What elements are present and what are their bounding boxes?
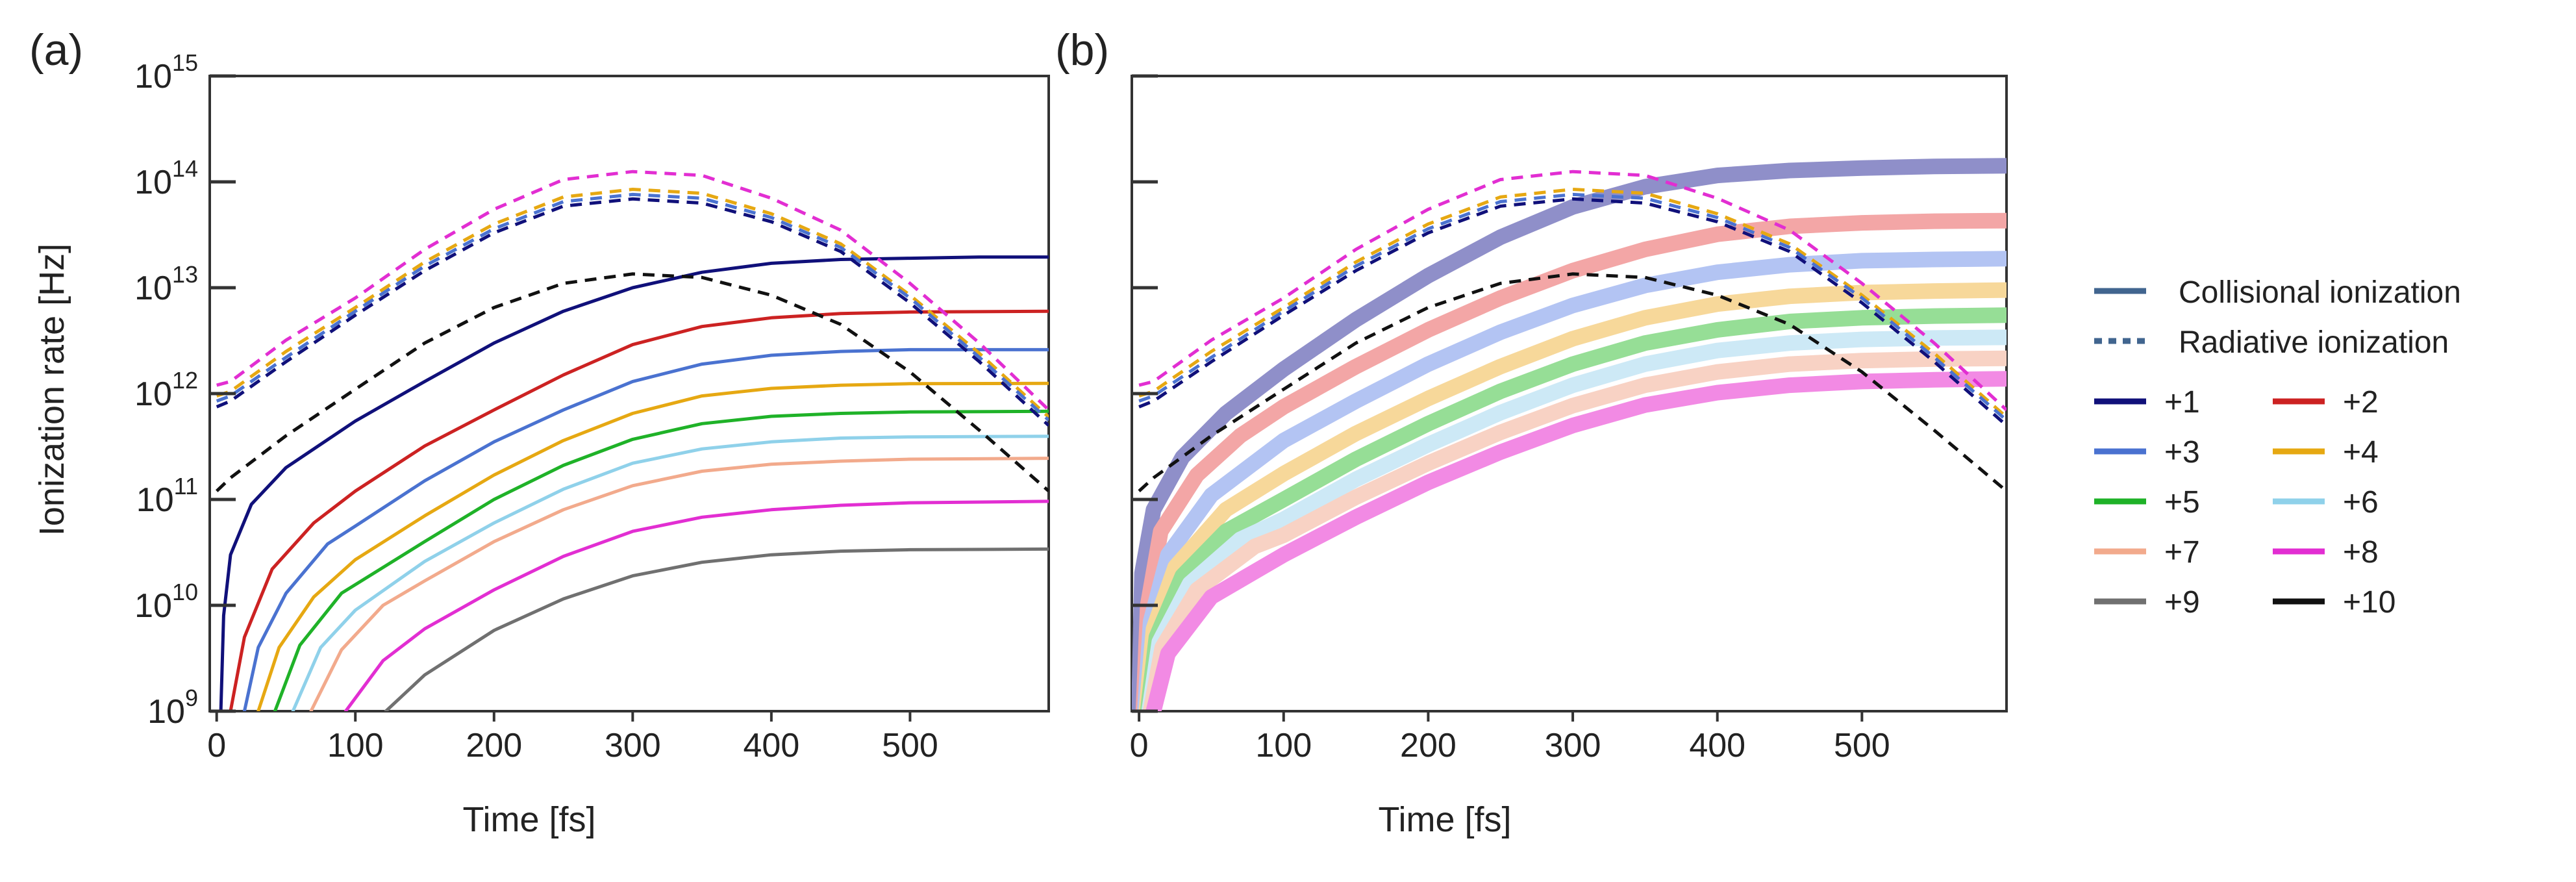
legend-label-plus3: +3: [2164, 435, 2200, 470]
plot-panel-b: 0 100 200 300 400 500: [1130, 74, 2008, 764]
collisional-line-b-plus3: [1137, 251, 2007, 711]
legend-charge-entries: +1 +2 +3 +4 +5 +6 +7 +8 +9 +10: [2094, 385, 2395, 620]
collisional-line-a-plus1: [219, 255, 1049, 711]
collisional-line-b-plus8: [1145, 371, 2007, 711]
legend-label-plus2: +2: [2343, 385, 2379, 420]
legend-collisional-label: Collisional ionization: [2179, 275, 2461, 310]
collisional-line-a-plus4: [256, 381, 1049, 711]
legend-label-plus7: +7: [2164, 535, 2200, 570]
x-tick-label-a-200: 200: [466, 727, 522, 764]
collisional-line-b-plus7: [1142, 350, 2007, 711]
panel-label-a: (a): [29, 25, 83, 75]
legend-label-plus5: +5: [2164, 485, 2200, 520]
collisional-line-b-plus1: [1132, 158, 2007, 711]
legend-label-plus9: +9: [2164, 585, 2200, 620]
x-tick-label-a-500: 500: [882, 727, 938, 764]
collisional-line-a-plus5: [273, 409, 1049, 711]
x-tick-label-b-0: 0: [1130, 727, 1149, 764]
x-tick-label-b-400: 400: [1689, 727, 1745, 764]
y-tick-label-10: 1010: [134, 579, 198, 625]
x-tick-label-b-300: 300: [1545, 727, 1601, 764]
radiative-line-a-plus3: [216, 192, 1049, 422]
collisional-line-b-plus6: [1141, 329, 2007, 711]
collisional-line-b-plus4: [1138, 282, 2007, 711]
legend-label-plus1: +1: [2164, 385, 2200, 420]
x-axis-label-b: Time [fs]: [1378, 800, 1511, 839]
y-tick-label-14: 1014: [134, 155, 198, 201]
radiative-line-b-plus4: [1138, 187, 2007, 419]
collisional-line-a-plus7: [309, 457, 1049, 711]
x-tick-label-b-100: 100: [1255, 727, 1312, 764]
radiative-line-b-plus10: [1138, 272, 2007, 493]
collisional-line-a-plus9: [384, 547, 1049, 711]
y-tick-label-15: 1015: [134, 49, 198, 95]
y-tick-label-12: 1012: [134, 367, 198, 413]
collisional-line-a-plus2: [229, 309, 1049, 711]
radiative-line-a-plus4: [216, 187, 1049, 419]
collisional-line-a-plus8: [344, 499, 1049, 711]
y-tick-label-11: 1011: [136, 473, 198, 519]
y-axis-label: Ionization rate [Hz]: [32, 244, 71, 536]
legend-radiative-label: Radiative ionization: [2179, 325, 2449, 360]
legend: Collisional ionization Radiative ionizat…: [2094, 275, 2461, 620]
radiative-line-b-plus3: [1138, 192, 2007, 422]
plot-panel-a: 109 1010 1011 1012 1013 1014 1015 0 100 200 300 400…: [134, 49, 1050, 764]
x-tick-label-a-0: 0: [207, 727, 226, 764]
x-tick-label-b-500: 500: [1834, 727, 1890, 764]
legend-label-plus10: +10: [2343, 585, 2395, 620]
x-tick-label-b-200: 200: [1400, 727, 1457, 764]
legend-label-plus6: +6: [2343, 485, 2379, 520]
radiative-line-a-plus8: [216, 170, 1049, 411]
collisional-line-b-plus5: [1140, 307, 2007, 711]
x-tick-label-a-300: 300: [605, 727, 661, 764]
radiative-line-b-plus8: [1138, 170, 2007, 412]
y-tick-label-9: 109: [147, 685, 198, 731]
legend-label-plus4: +4: [2343, 435, 2379, 470]
radiative-line-a-plus10: [215, 272, 1049, 492]
x-axis-label-a: Time [fs]: [462, 800, 595, 839]
y-tick-label-13: 1013: [134, 261, 198, 307]
collisional-line-b-plus2: [1135, 212, 2007, 711]
collisional-line-a-plus6: [291, 435, 1049, 711]
x-tick-label-a-400: 400: [744, 727, 800, 764]
x-tick-label-a-100: 100: [327, 727, 384, 764]
panel-label-b: (b): [1055, 25, 1109, 75]
radiative-line-a-plus1: [216, 197, 1049, 427]
radiative-line-b-plus1: [1138, 197, 2007, 427]
collisional-line-a-plus3: [242, 347, 1049, 711]
legend-label-plus8: +8: [2343, 535, 2379, 570]
